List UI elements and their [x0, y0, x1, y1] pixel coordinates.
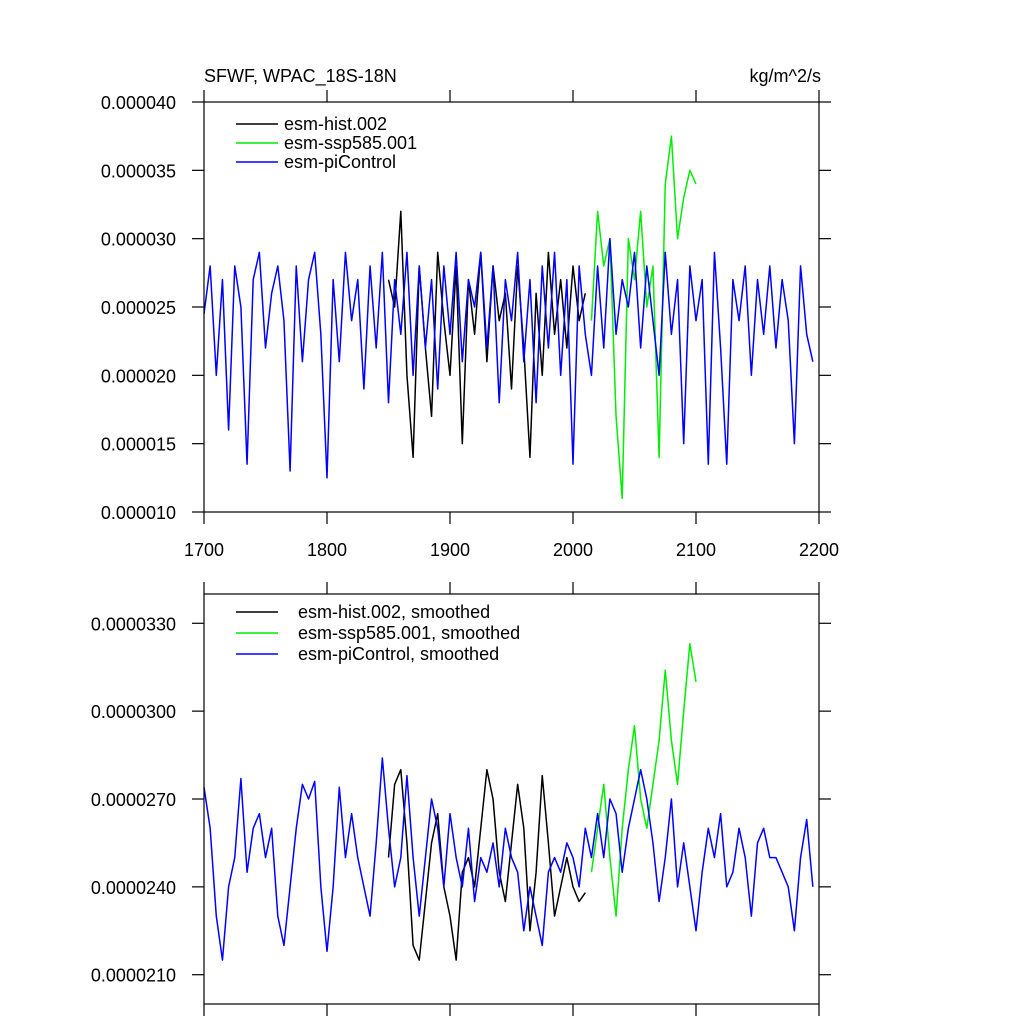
y-tick-label: 0.0000300 [91, 702, 176, 722]
units-label: kg/m^2/s [750, 66, 821, 86]
legend-label: esm-ssp585.001 [284, 133, 417, 153]
y-tick-label: 0.000040 [101, 93, 176, 113]
x-tick-label: 2200 [799, 540, 839, 560]
y-tick-label: 0.000010 [101, 503, 176, 523]
y-tick-label: 0.0000270 [91, 790, 176, 810]
plot-frame [203, 593, 820, 1005]
y-tick-label: 0.000035 [101, 161, 176, 181]
x-tick-label: 2000 [553, 540, 593, 560]
x-tick-label: 1800 [307, 540, 347, 560]
data-line [387, 210, 587, 459]
legend-label: esm-ssp585.001, smoothed [298, 623, 520, 643]
y-tick-label: 0.0000210 [91, 966, 176, 986]
y-tick-label: 0.0000330 [91, 614, 176, 634]
data-line [590, 643, 697, 917]
data-line [590, 135, 697, 500]
y-tick-label: 0.000020 [101, 366, 176, 386]
x-tick-label: 2100 [676, 540, 716, 560]
data-line [203, 237, 814, 479]
x-tick-label: 1900 [430, 540, 470, 560]
y-tick-label: 0.000025 [101, 298, 176, 318]
legend-label: esm-piControl [284, 152, 396, 172]
x-tick-label: 1700 [184, 540, 224, 560]
legend-label: esm-hist.002 [284, 114, 387, 134]
chart-title: SFWF, WPAC_18S-18N [204, 66, 397, 87]
y-tick-label: 0.000030 [101, 230, 176, 250]
y-tick-label: 0.000015 [101, 435, 176, 455]
y-tick-label: 0.0000240 [91, 878, 176, 898]
data-line [203, 757, 814, 961]
data-line [387, 768, 586, 961]
legend-label: esm-piControl, smoothed [298, 644, 499, 664]
legend-label: esm-hist.002, smoothed [298, 602, 490, 622]
